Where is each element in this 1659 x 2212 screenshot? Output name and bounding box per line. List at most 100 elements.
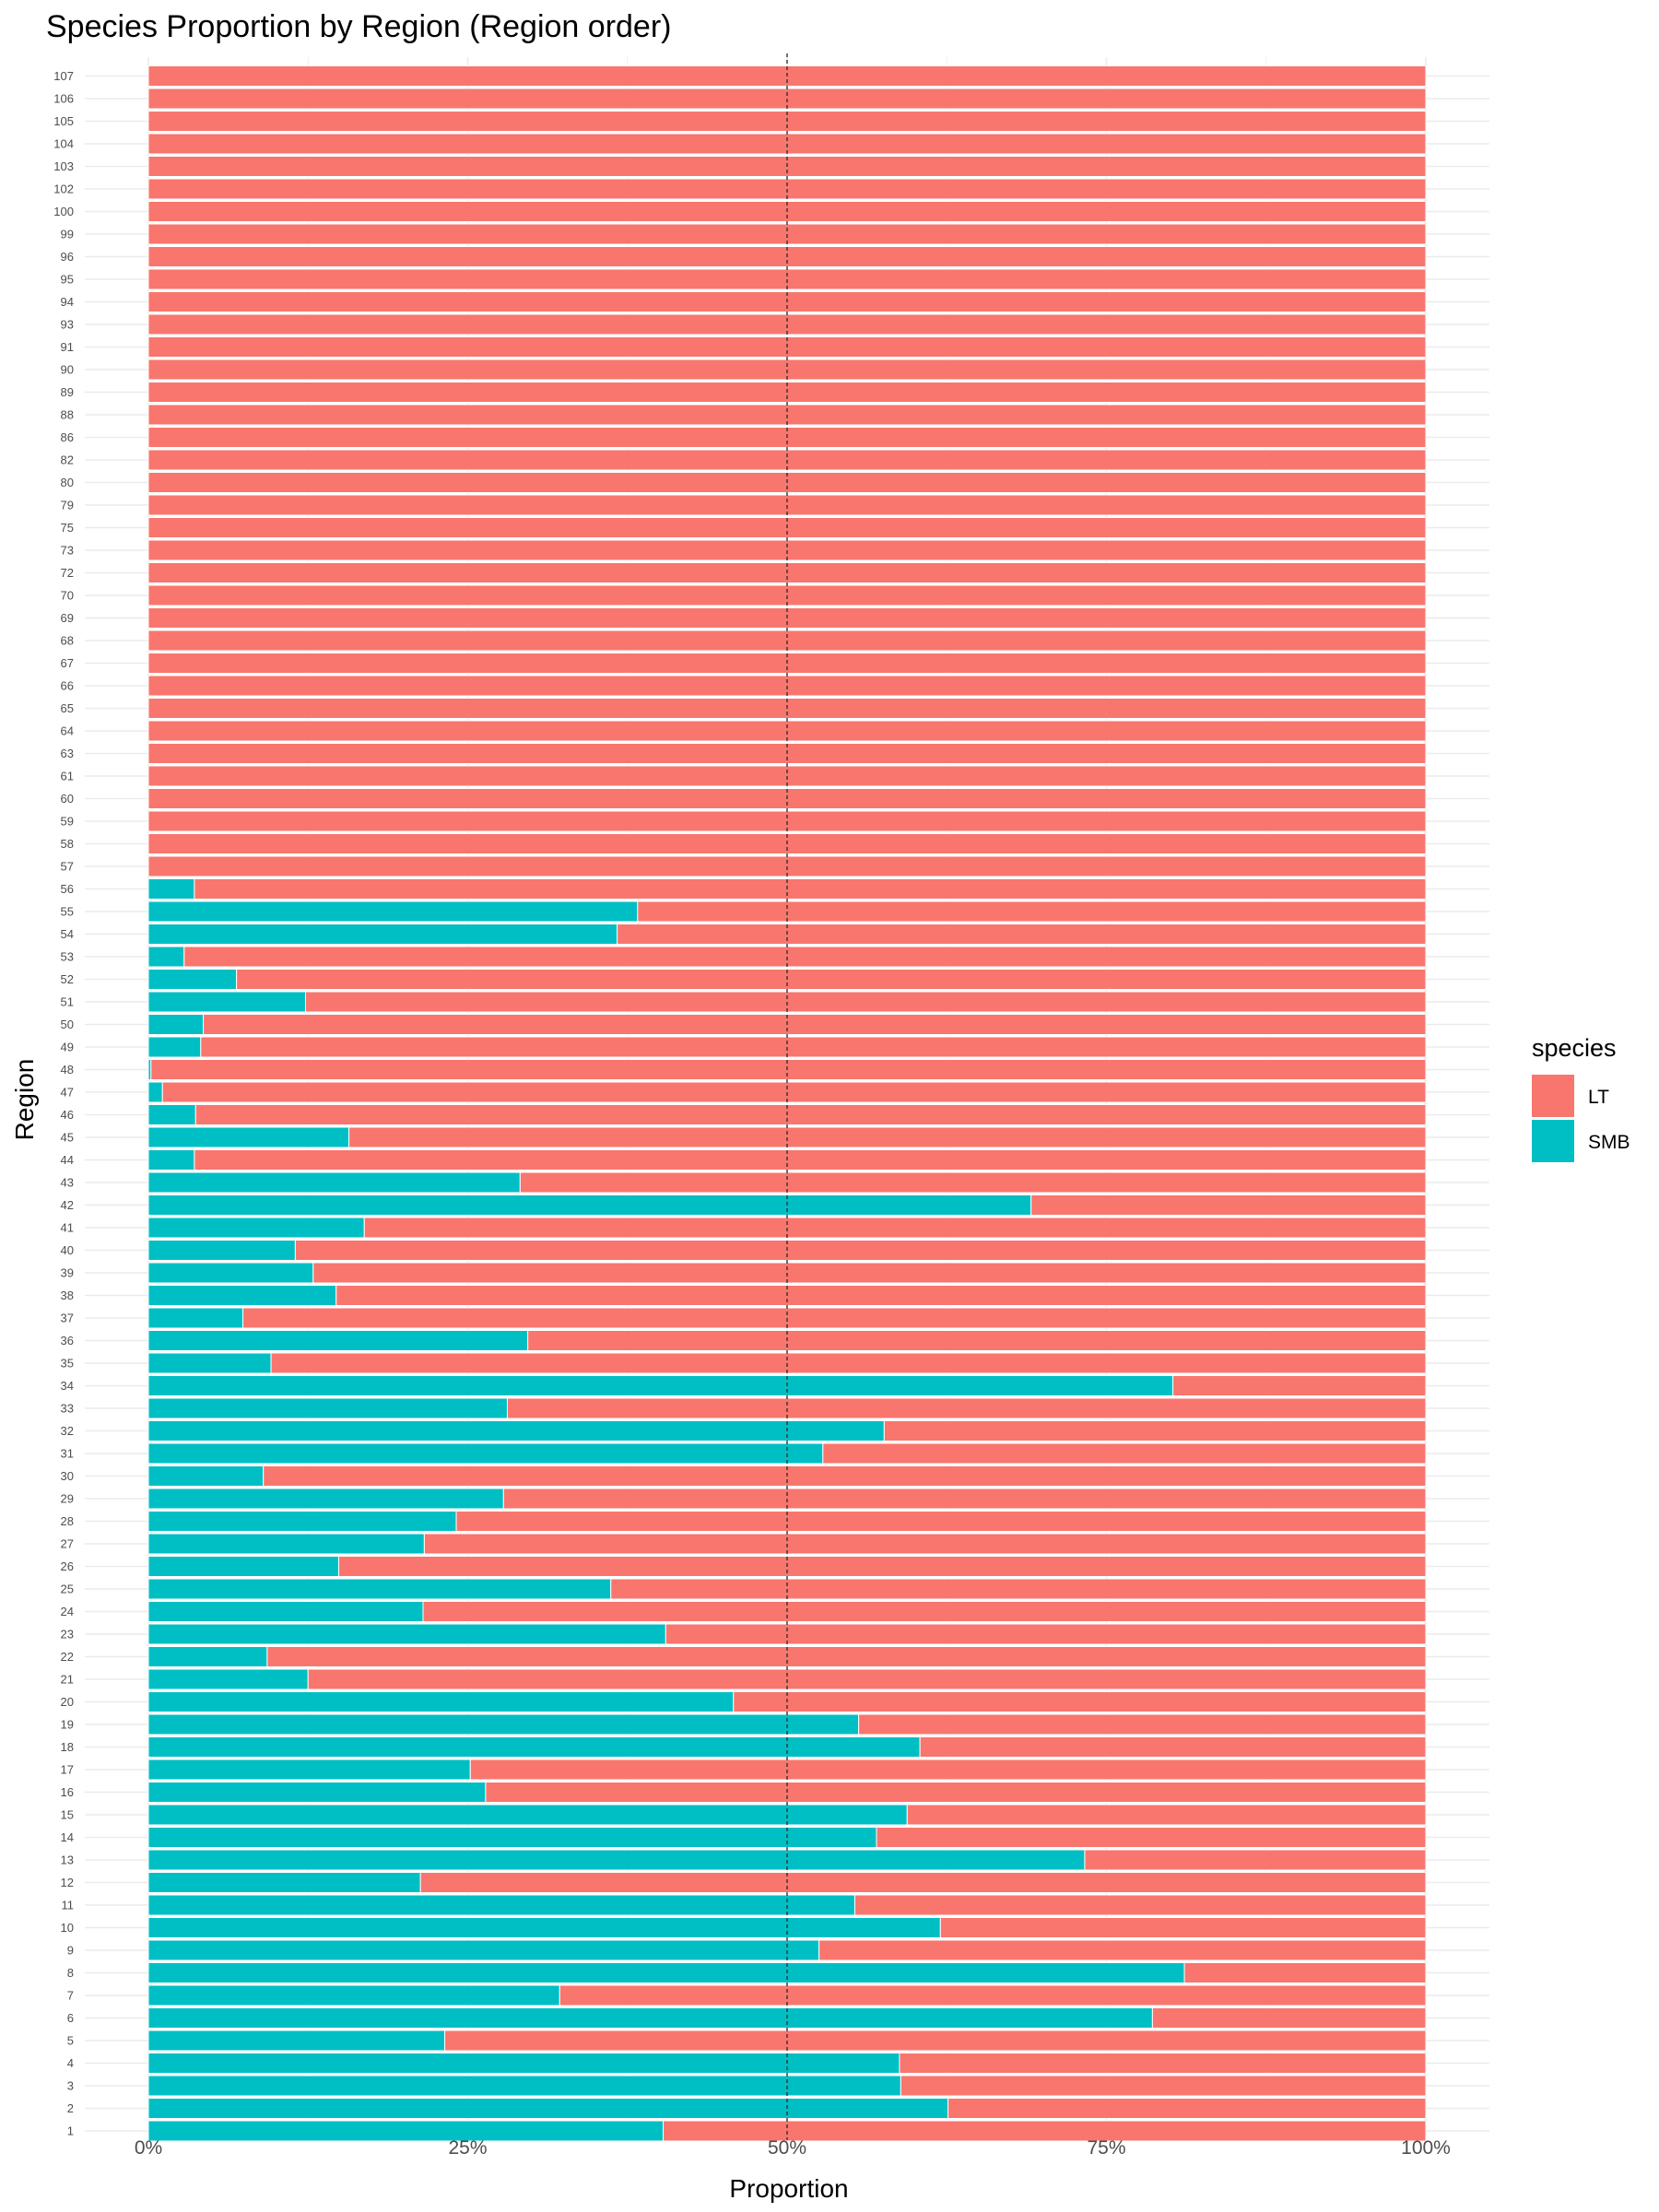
y-tick-label: 67 [61,656,74,670]
y-tick-label: 1 [67,2124,74,2138]
y-tick-label: 7 [67,1989,74,2003]
y-tick-label: 102 [53,182,74,196]
bar-lt-region-52 [236,969,1427,990]
y-tick-label: 8 [67,1966,74,1980]
y-tick-label: 43 [61,1176,74,1190]
chart-title: Species Proportion by Region (Region ord… [46,9,671,44]
bar-smb-region-28 [147,1511,457,1532]
y-tick-label: 59 [61,815,74,829]
legend-title: species [1532,1034,1617,1062]
y-tick-label: 4 [67,2056,74,2070]
bar-smb-region-26 [147,1556,340,1577]
y-tick-label: 54 [61,927,74,941]
bar-lt-region-51 [304,991,1427,1013]
y-tick-label: 53 [61,950,74,964]
x-tick-label: 25% [448,2137,487,2159]
bar-lt-region-38 [335,1285,1427,1306]
y-tick-label: 80 [61,476,74,489]
y-tick-label: 95 [61,273,74,287]
y-tick-label: 89 [61,385,74,399]
y-tick-label: 51 [61,995,74,1009]
bar-lt-region-30 [263,1465,1427,1487]
y-tick-label: 10 [61,1921,74,1935]
bar-lt-region-41 [363,1217,1427,1239]
x-tick-label: 100% [1401,2137,1451,2159]
bar-lt-region-47 [161,1081,1427,1103]
legend-label-smb: SMB [1588,1132,1630,1153]
y-tick-label: 17 [61,1763,74,1777]
bar-smb-region-22 [147,1646,268,1667]
bar-smb-region-38 [147,1285,337,1306]
y-tick-label: 86 [61,430,74,444]
y-tick-label: 45 [61,1131,74,1145]
bar-smb-region-1 [147,2120,665,2142]
y-tick-label: 25 [61,1583,74,1596]
bar-lt-region-50 [203,1014,1427,1035]
y-tick-label: 22 [61,1650,74,1664]
bar-smb-region-29 [147,1488,504,1510]
bar-smb-region-41 [147,1217,365,1239]
y-tick-label: 49 [61,1041,74,1054]
y-tick-label: 32 [61,1424,74,1438]
bar-lt-region-1 [663,2120,1427,2142]
y-tick-label: 91 [61,340,74,354]
bar-smb-region-55 [147,900,639,923]
bar-lt-region-48 [150,1059,1427,1080]
y-tick-label: 37 [61,1312,74,1325]
bar-smb-region-9 [147,1939,820,1961]
x-axis-title: Proportion [729,2174,848,2203]
y-tick-label: 38 [61,1288,74,1302]
bar-lt-region-35 [270,1352,1427,1374]
x-tick-label: 75% [1087,2137,1125,2159]
bar-lt-region-21 [307,1668,1427,1690]
bar-lt-region-4 [899,2053,1427,2074]
y-tick-label: 30 [61,1469,74,1483]
bar-lt-region-54 [617,924,1427,945]
bar-lt-region-27 [423,1533,1427,1555]
y-tick-label: 18 [61,1740,74,1754]
y-tick-label: 14 [61,1830,74,1844]
bar-smb-region-8 [147,1962,1185,1983]
bar-lt-region-40 [294,1240,1427,1261]
bar-smb-region-34 [147,1375,1174,1396]
bar-smb-region-13 [147,1849,1086,1871]
y-tick-label: 52 [61,972,74,986]
y-tick-label: 40 [61,1243,74,1257]
bar-smb-region-31 [147,1442,824,1465]
bar-lt-region-31 [822,1442,1427,1465]
bar-lt-region-11 [853,1894,1427,1916]
bar-smb-region-5 [147,2030,446,2052]
bar-smb-region-11 [147,1894,855,1916]
bar-lt-region-24 [422,1601,1427,1622]
y-tick-label: 9 [67,1944,74,1958]
bar-lt-region-25 [610,1578,1427,1600]
bar-lt-region-56 [194,878,1427,900]
bar-smb-region-23 [147,1623,666,1645]
bar-smb-region-52 [147,969,238,990]
y-tick-label: 39 [61,1266,74,1280]
y-tick-label: 44 [61,1153,74,1167]
y-tick-label: 50 [61,1018,74,1031]
bar-lt-region-7 [559,1984,1427,2006]
bar-smb-region-36 [147,1330,529,1351]
bar-lt-region-12 [419,1872,1427,1893]
bar-smb-region-19 [147,1713,860,1735]
bar-smb-region-24 [147,1601,424,1622]
y-tick-label: 61 [61,770,74,783]
legend-swatch-lt [1532,1075,1574,1117]
y-tick-label: 65 [61,701,74,715]
bar-lt-region-19 [858,1713,1427,1735]
y-tick-label: 5 [67,2034,74,2048]
bar-smb-region-43 [147,1171,521,1194]
bar-smb-region-3 [147,2075,901,2097]
bar-lt-region-22 [266,1646,1427,1667]
y-tick-label: 58 [61,837,74,851]
bar-smb-region-27 [147,1533,425,1555]
y-tick-label: 12 [61,1876,74,1889]
y-tick-label: 42 [61,1198,74,1212]
y-tick-label: 24 [61,1605,74,1618]
bar-lt-region-9 [818,1939,1427,1961]
y-tick-label: 28 [61,1514,74,1528]
bar-smb-region-17 [147,1759,471,1781]
